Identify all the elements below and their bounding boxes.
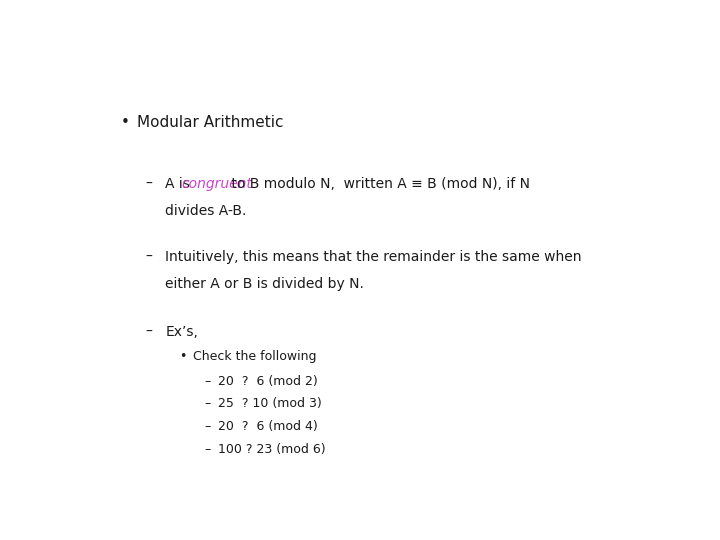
Text: –: – <box>204 375 211 388</box>
Text: –: – <box>204 397 211 410</box>
Text: congruent: congruent <box>181 177 252 191</box>
Text: either A or B is divided by N.: either A or B is divided by N. <box>166 277 364 291</box>
Text: –: – <box>145 177 153 191</box>
Text: Modular Arithmetic: Modular Arithmetic <box>138 114 284 130</box>
Text: 20  ?  6 (mod 2): 20 ? 6 (mod 2) <box>218 375 318 388</box>
Text: –: – <box>204 443 211 456</box>
Text: 100 ? 23 (mod 6): 100 ? 23 (mod 6) <box>218 443 326 456</box>
Text: to B modulo N,  written A ≡ B (mod N), if N: to B modulo N, written A ≡ B (mod N), if… <box>227 177 530 191</box>
Text: •: • <box>179 349 186 363</box>
Text: 25  ? 10 (mod 3): 25 ? 10 (mod 3) <box>218 397 322 410</box>
Text: Check the following: Check the following <box>193 349 317 363</box>
Text: –: – <box>204 420 211 433</box>
Text: divides A-B.: divides A-B. <box>166 204 247 218</box>
Text: –: – <box>145 325 153 339</box>
Text: Intuitively, this means that the remainder is the same when: Intuitively, this means that the remaind… <box>166 250 582 264</box>
Text: A is: A is <box>166 177 194 191</box>
Text: –: – <box>145 250 153 264</box>
Text: Ex’s,: Ex’s, <box>166 325 198 339</box>
Text: 20  ?  6 (mod 4): 20 ? 6 (mod 4) <box>218 420 318 433</box>
Text: •: • <box>121 114 130 130</box>
